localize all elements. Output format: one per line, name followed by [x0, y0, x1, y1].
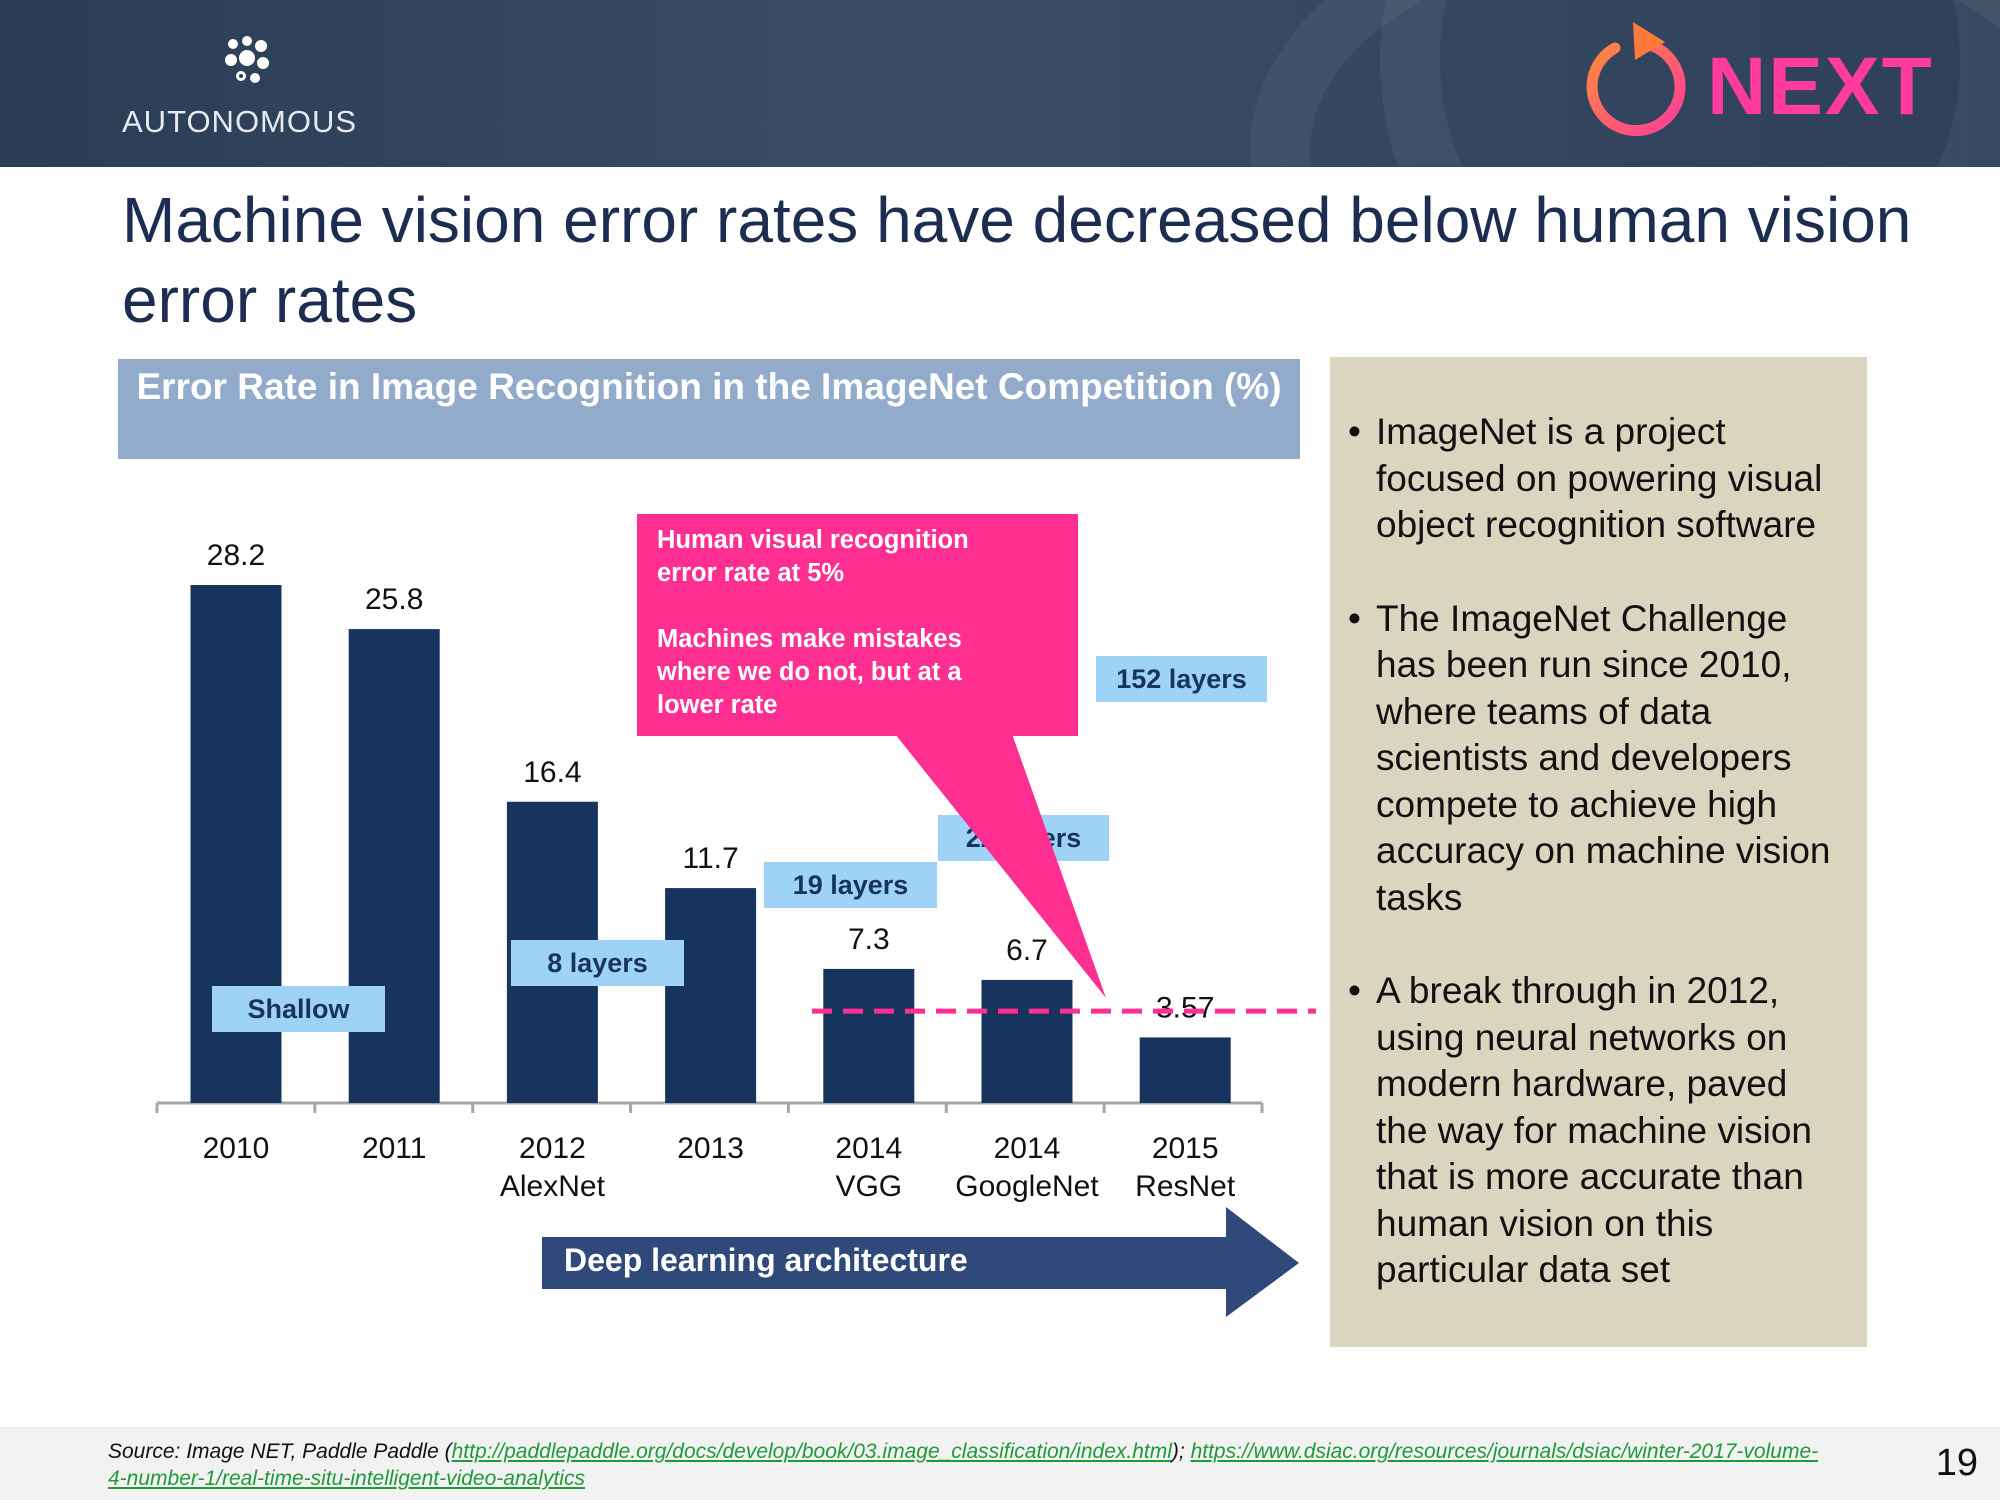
- bar-5: [981, 979, 1073, 1103]
- source-prefix: Source: Image NET, Paddle Paddle (: [108, 1440, 452, 1463]
- human-error-callout: Human visual recognition error rate at 5…: [637, 514, 1078, 736]
- next-logo[interactable]: NEXT: [1575, 12, 1932, 147]
- callout-line: error rate at 5%: [657, 559, 845, 587]
- logo-dots-icon: [225, 36, 269, 83]
- value-label: 7.3: [848, 923, 890, 956]
- callout-line: Machines make mistakes: [657, 625, 962, 653]
- category-label-year: 2011: [362, 1132, 427, 1165]
- brand-right-text: NEXT: [1707, 41, 1934, 132]
- source-separator: );: [1171, 1440, 1191, 1463]
- layer-annotation-shallow: Shallow: [212, 986, 385, 1032]
- chart-title: Error Rate in Image Recognition in the I…: [118, 359, 1300, 459]
- category-label-year: 2014: [994, 1132, 1061, 1165]
- footer: Source: Image NET, Paddle Paddle (http:/…: [0, 1427, 2000, 1500]
- refresh-ring-icon: [1586, 22, 1686, 137]
- right-arrow-icon: [542, 1207, 1299, 1317]
- header-bar: AUTONOMOUS NEXT: [0, 0, 2000, 167]
- autonomous-logo[interactable]: AUTONOMOUS: [122, 36, 372, 146]
- category-label-year: 2012: [519, 1132, 586, 1165]
- page-number: 19: [1935, 1442, 1978, 1484]
- callout-line: lower rate: [657, 691, 778, 719]
- info-panel: • ImageNet is a project focused on poweri…: [1330, 357, 1867, 1347]
- layer-annotation-22-layers: 22 layers: [938, 815, 1109, 861]
- bar-6: [1139, 1037, 1231, 1103]
- page-title: Machine vision error rates have decrease…: [122, 184, 1912, 336]
- layer-annotation-19-layers: 19 layers: [764, 862, 937, 908]
- bullet-text: ImageNet is a project focused on powerin…: [1376, 411, 1823, 545]
- arrow-label: Deep learning architecture: [564, 1242, 968, 1278]
- bar-3: [665, 888, 757, 1103]
- category-label-model: ResNet: [1135, 1170, 1236, 1203]
- layer-annotation-152-layers: 152 layers: [1096, 656, 1267, 702]
- layer-annotation-8-layers: 8 layers: [511, 940, 684, 986]
- value-label: 6.7: [1006, 934, 1048, 967]
- bullet-text: The ImageNet Challenge has been run sinc…: [1376, 597, 1831, 918]
- bar-4: [823, 968, 915, 1103]
- callout-line: where we do not, but at a: [657, 658, 962, 686]
- source-link-dsiac[interactable]: https://www.dsiac.org/resources/journals…: [108, 1440, 1819, 1490]
- category-label-model: GoogleNet: [955, 1170, 1099, 1203]
- value-label: 25.8: [365, 583, 423, 616]
- callout-line: Human visual recognition: [657, 526, 969, 554]
- source-link-paddle[interactable]: http://paddlepaddle.org/docs/develop/boo…: [451, 1440, 1172, 1463]
- value-label: 16.4: [523, 756, 581, 789]
- info-bullet: • A break through in 2012, using neural n…: [1348, 970, 1812, 1290]
- deep-learning-arrow: Deep learning architecture: [542, 1207, 1302, 1317]
- value-label: 3.57: [1156, 991, 1214, 1024]
- category-label-model: VGG: [835, 1170, 902, 1203]
- value-label: 11.7: [683, 842, 739, 875]
- brand-left-text: AUTONOMOUS: [122, 104, 358, 139]
- info-bullet: • The ImageNet Challenge has been run sin…: [1348, 597, 1831, 918]
- source-note: Source: Image NET, Paddle Paddle (http:/…: [108, 1438, 1828, 1492]
- category-label-year: 2010: [203, 1132, 270, 1165]
- category-label-model: AlexNet: [500, 1170, 606, 1203]
- category-label-year: 2013: [677, 1132, 744, 1165]
- value-label: 28.2: [207, 539, 265, 572]
- category-label-year: 2014: [835, 1132, 902, 1165]
- bullet-text: A break through in 2012, using neural ne…: [1376, 970, 1812, 1290]
- info-bullet: • ImageNet is a project focused on poweri…: [1348, 411, 1823, 545]
- category-label-year: 2015: [1152, 1132, 1219, 1165]
